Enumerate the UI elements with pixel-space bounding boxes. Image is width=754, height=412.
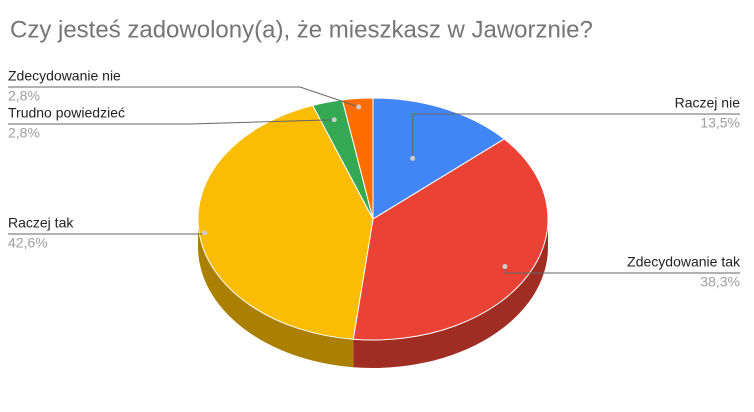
slice	[372, 97, 506, 220]
slice	[352, 138, 549, 341]
leader-line	[8, 86, 359, 108]
slice-value-label: 2,8%	[8, 88, 40, 104]
slice-value-label: 13,5%	[700, 115, 740, 131]
slice-label: Trudno powiedzieć	[8, 105, 125, 121]
slice-value-label: 42,6%	[8, 235, 48, 251]
leader-dot	[331, 117, 337, 123]
chart-title: Czy jesteś zadowolony(a), że mieszkasz w…	[10, 16, 593, 43]
slice-label: Raczej tak	[8, 215, 74, 231]
slice	[197, 104, 374, 340]
leader-line	[412, 113, 740, 159]
slice-value-label: 38,3%	[700, 274, 740, 290]
slice-label: Zdecydowanie nie	[8, 68, 121, 84]
leader-dot	[410, 155, 416, 161]
slice-value-label: 2,8%	[8, 125, 40, 141]
leader-dot	[201, 230, 207, 236]
slice-label: Zdecydowanie tak	[627, 254, 741, 270]
slice-side	[198, 219, 354, 368]
slice-side	[353, 219, 548, 368]
leader-dot	[502, 264, 508, 270]
slice	[341, 97, 374, 220]
leader-line	[8, 119, 335, 125]
leader-dot	[356, 104, 362, 110]
slice-label: Raczej nie	[675, 95, 741, 111]
